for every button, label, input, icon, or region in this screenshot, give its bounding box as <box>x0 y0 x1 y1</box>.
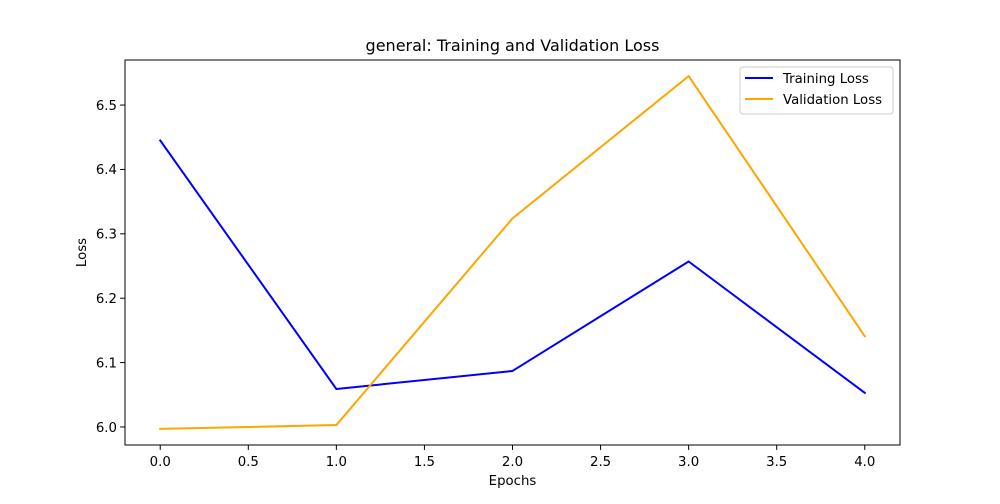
y-tick-label: 6.0 <box>96 421 117 436</box>
x-tick-label: 1.5 <box>414 455 435 470</box>
y-tick-label: 6.1 <box>96 356 117 371</box>
x-tick-label: 0.5 <box>238 455 259 470</box>
x-tick-label: 3.0 <box>678 455 699 470</box>
x-tick-label: 4.0 <box>854 455 875 470</box>
x-tick-label: 0.0 <box>150 455 171 470</box>
y-tick-label: 6.2 <box>96 292 117 307</box>
y-tick-label: 6.3 <box>96 228 117 243</box>
x-tick-label: 3.5 <box>766 455 787 470</box>
validation-loss-legend-label: Validation Loss <box>783 93 882 108</box>
x-tick-label: 2.0 <box>502 455 523 470</box>
x-tick-label: 2.5 <box>590 455 611 470</box>
legend: Training Loss Validation Loss <box>740 67 893 114</box>
x-tick-label: 1.0 <box>326 455 347 470</box>
x-axis-label: Epochs <box>489 474 537 489</box>
training-loss-legend-label: Training Loss <box>782 72 869 87</box>
y-tick-label: 6.4 <box>96 163 117 178</box>
y-axis-label: Loss <box>75 238 90 267</box>
y-tick-label: 6.5 <box>96 99 117 114</box>
chart-title: general: Training and Validation Loss <box>366 36 660 55</box>
